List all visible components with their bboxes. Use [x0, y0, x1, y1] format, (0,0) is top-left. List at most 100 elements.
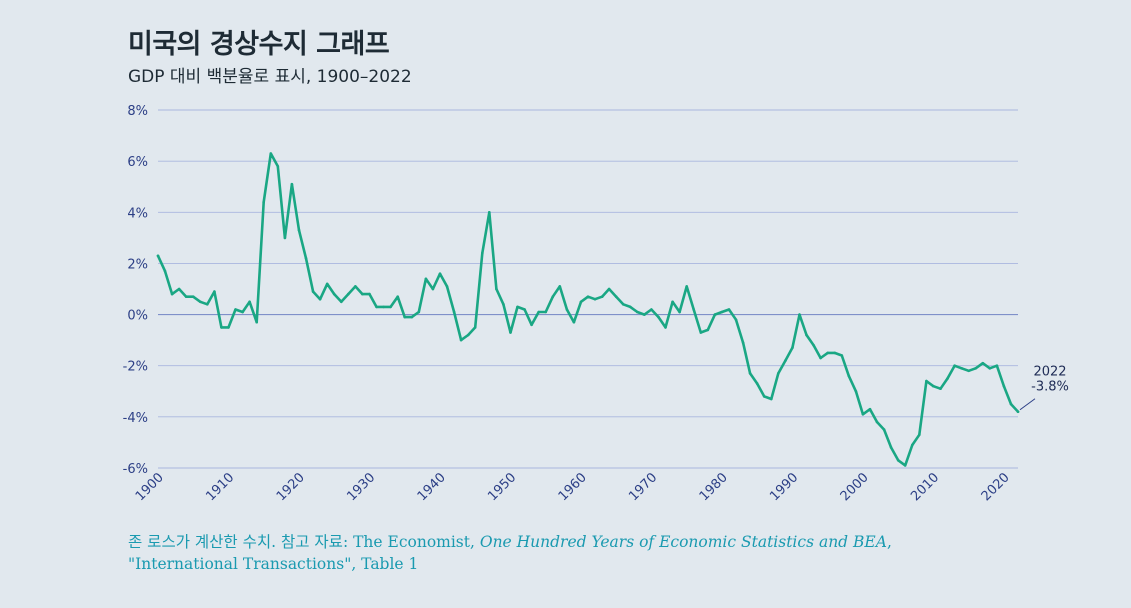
data-point [995, 364, 999, 368]
data-point [805, 333, 808, 337]
source-suffix: , [886, 533, 892, 551]
data-point [847, 374, 851, 378]
data-point [255, 320, 258, 324]
data-point [981, 361, 985, 365]
data-point [650, 308, 653, 311]
data-point [227, 326, 230, 329]
data-point [903, 464, 907, 467]
data-point [1016, 410, 1020, 414]
data-point [544, 310, 547, 314]
data-point [361, 292, 364, 296]
data-point [643, 313, 646, 316]
y-tick-label: 0% [127, 309, 148, 324]
data-point [678, 310, 681, 314]
data-point [960, 367, 963, 370]
data-point [495, 287, 498, 291]
source-line-2: "International Transactions", Table 1 [128, 555, 419, 573]
data-point [967, 369, 970, 373]
data-point [340, 300, 343, 304]
data-point [347, 292, 350, 296]
data-point [664, 326, 667, 329]
data-point [502, 303, 505, 306]
data-point [509, 331, 512, 334]
y-tick-label: -2% [123, 360, 148, 375]
data-point [248, 300, 251, 304]
x-tick-label: 1990 [767, 470, 801, 504]
data-point [734, 318, 738, 322]
data-point [488, 211, 491, 214]
data-point [784, 359, 787, 362]
x-tick-label: 1970 [626, 470, 660, 504]
data-point [727, 308, 731, 311]
data-point [657, 315, 660, 319]
data-point [311, 290, 315, 293]
data-point [713, 313, 717, 316]
data-point [318, 297, 322, 301]
data-point [565, 308, 569, 311]
data-point [184, 295, 188, 299]
data-point [748, 372, 752, 375]
data-point [636, 310, 639, 314]
y-tick-label: 8% [127, 104, 148, 119]
x-tick-label: 1960 [556, 470, 590, 504]
data-point [791, 346, 794, 350]
data-point [621, 303, 625, 306]
source-note: 존 로스가 계산한 수치. 참고 자료: The Economist, One … [128, 531, 1088, 575]
data-point [424, 277, 428, 281]
x-tick-label: 2020 [979, 470, 1013, 504]
annotation-value: -3.8% [1031, 380, 1069, 395]
data-point [473, 326, 477, 329]
data-point [939, 387, 942, 391]
data-point [607, 287, 611, 291]
data-point [671, 300, 674, 304]
data-point [600, 295, 604, 299]
data-point [156, 254, 160, 258]
data-point [382, 305, 385, 309]
data-point [410, 315, 414, 319]
data-point [812, 344, 815, 347]
x-tick-label: 2000 [838, 470, 872, 504]
data-point [988, 367, 992, 370]
grid-lines [158, 109, 1018, 469]
series-layer [156, 152, 1020, 467]
data-point [946, 377, 949, 380]
data-point [953, 364, 956, 368]
data-point [213, 290, 216, 293]
data-point [368, 292, 371, 296]
y-tick-label: -4% [123, 411, 148, 426]
annotation-2022: 2022-3.8% [1019, 365, 1069, 411]
data-point [290, 182, 294, 186]
data-point [833, 351, 836, 355]
x-tick-label: 1940 [415, 470, 449, 504]
series-line [156, 152, 1020, 467]
y-tick-label: 6% [127, 155, 148, 170]
data-point [586, 295, 590, 299]
data-point [523, 308, 526, 311]
data-point [762, 395, 766, 398]
data-point [826, 351, 829, 355]
data-point [431, 287, 435, 291]
annotation-year: 2022 [1033, 365, 1066, 380]
data-point [199, 300, 202, 304]
data-point [445, 285, 449, 288]
data-point [551, 295, 555, 299]
data-point [861, 413, 865, 416]
data-point [220, 326, 223, 329]
data-point [854, 390, 858, 393]
data-point [354, 285, 357, 288]
data-point [1009, 402, 1013, 406]
x-tick-label: 2010 [908, 470, 942, 504]
source-prefix: 존 로스가 계산한 수치. 참고 자료: The Economist, [128, 533, 480, 551]
data-point [206, 303, 209, 306]
data-point [875, 420, 879, 424]
data-point [868, 407, 872, 411]
data-point [819, 356, 822, 360]
data-point [241, 310, 244, 314]
data-point [389, 305, 392, 309]
data-point [558, 285, 562, 288]
data-point [699, 331, 703, 334]
data-point [706, 328, 710, 332]
x-tick-label: 1930 [344, 470, 378, 504]
chart-title: 미국의 경상수지 그래프 [128, 29, 390, 60]
data-point [234, 308, 237, 311]
